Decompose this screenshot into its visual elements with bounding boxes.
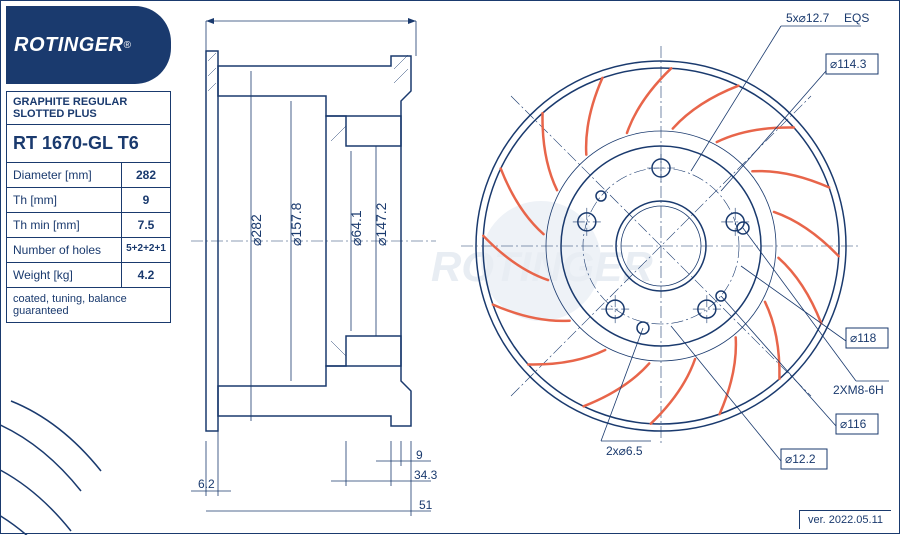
technical-drawing: ROTINGER xyxy=(181,1,900,535)
section-view: ⌀282 ⌀157.8 ⌀64.1 ⌀147.2 6.2 9 34.3 51 xyxy=(191,18,438,516)
dim-62: 6.2 xyxy=(198,477,215,491)
dim-d1578: ⌀157.8 xyxy=(288,202,304,246)
dim-51: 51 xyxy=(419,498,433,512)
dim-9: 9 xyxy=(416,448,423,462)
callout-m8: 2XM8-6H xyxy=(833,383,884,397)
decorative-corner xyxy=(1,1,181,535)
callout-116: ⌀116 xyxy=(840,417,867,431)
version-label: ver. 2022.05.11 xyxy=(799,510,891,529)
dim-d282: ⌀282 xyxy=(248,214,264,246)
callout-118: ⌀118 xyxy=(850,331,877,345)
callout-bolt: 5x⌀12.7 xyxy=(786,11,830,25)
watermark: ROTINGER xyxy=(431,201,653,321)
svg-text:ROTINGER: ROTINGER xyxy=(431,243,653,290)
dim-343: 34.3 xyxy=(414,468,438,482)
dim-d1472: ⌀147.2 xyxy=(373,202,389,246)
dim-d641: ⌀64.1 xyxy=(348,210,364,246)
callout-122: ⌀12.2 xyxy=(785,452,816,466)
callout-eqs: EQS xyxy=(844,11,869,25)
callout-65: 2x⌀6.5 xyxy=(606,444,643,458)
callout-1143: ⌀114.3 xyxy=(830,57,867,71)
